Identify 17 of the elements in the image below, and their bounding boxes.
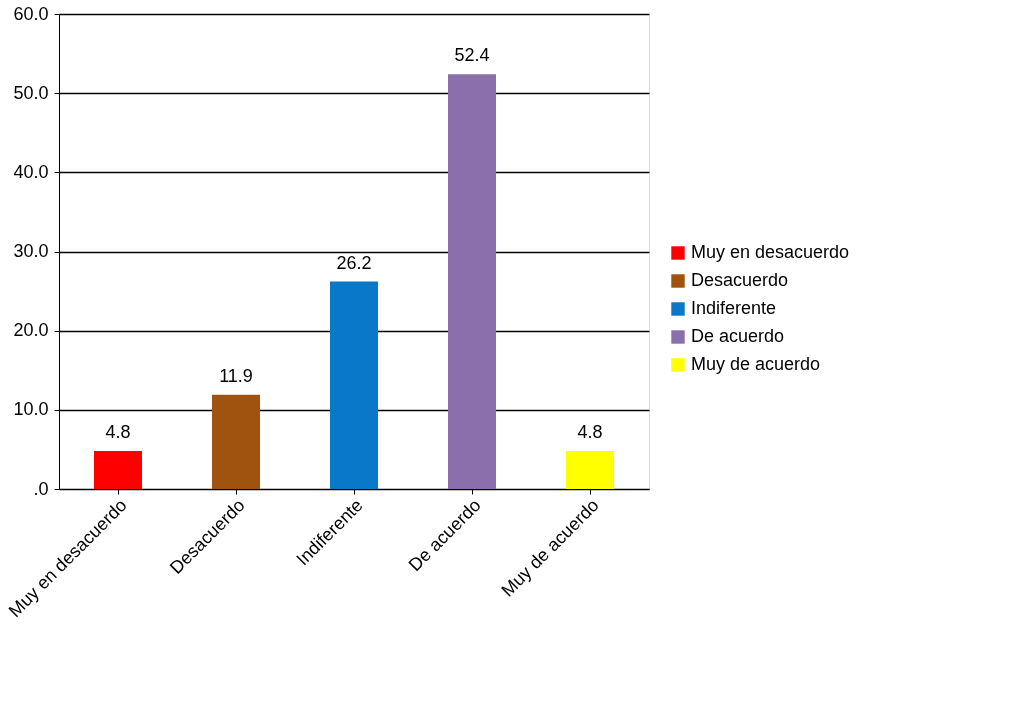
- y-tick-label: 60.0: [13, 3, 49, 24]
- data-label: 26.2: [336, 252, 372, 273]
- legend-label: De acuerdo: [691, 326, 785, 346]
- legend-label: Muy en desacuerdo: [691, 242, 850, 262]
- legend-label: Muy de acuerdo: [691, 354, 821, 374]
- y-tick-label: 50.0: [13, 82, 49, 103]
- data-label: 11.9: [219, 365, 253, 386]
- legend-label: Indiferente: [691, 298, 777, 318]
- data-label: 52.4: [454, 45, 490, 66]
- data-label: 4.8: [577, 422, 603, 442]
- y-tick-label: .0: [33, 478, 49, 499]
- data-label: 4.8: [105, 422, 131, 442]
- y-tick-label: 10.0: [13, 399, 49, 420]
- y-tick-label: 40.0: [13, 161, 49, 182]
- legend-label: Desacuerdo: [691, 270, 789, 290]
- y-tick-label: 30.0: [13, 241, 49, 261]
- y-tick-label: 20.0: [13, 320, 49, 341]
